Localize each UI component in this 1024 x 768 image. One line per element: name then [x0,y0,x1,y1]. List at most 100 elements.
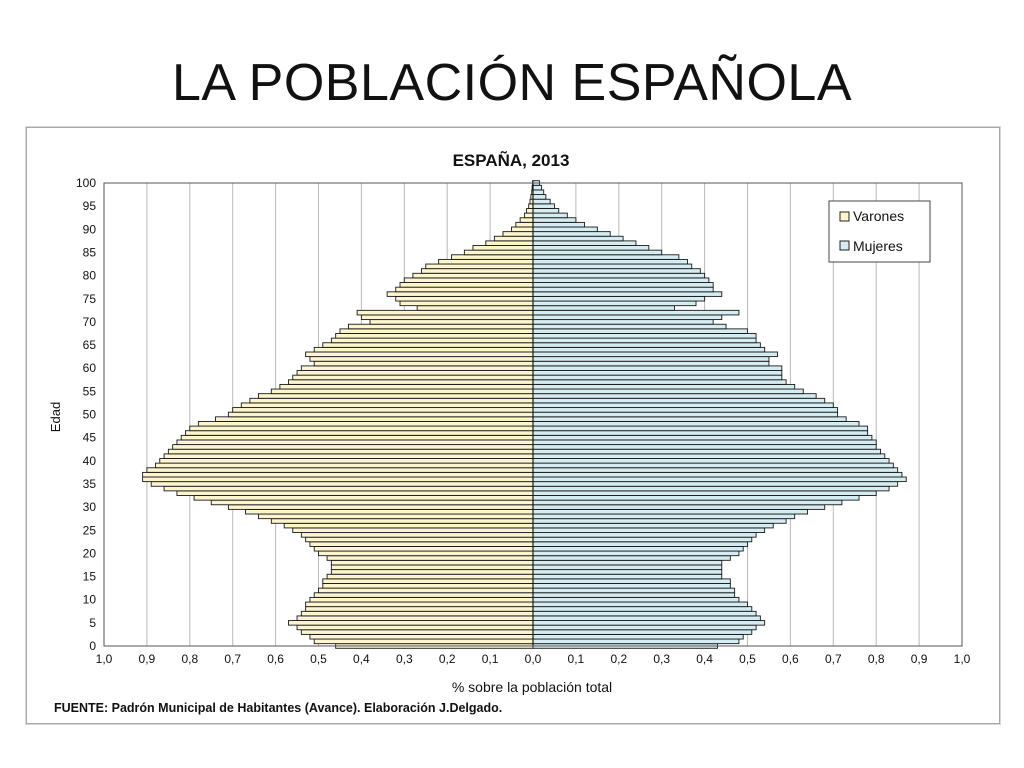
x-axis-label: % sobre la población total [452,679,612,695]
bar-varones [313,638,534,645]
y-tick-label: 65 [83,338,97,352]
y-tick-label: 15 [83,570,97,584]
bar-mujeres [532,254,680,260]
x-tick-label: 0,4 [353,652,370,666]
bar-varones [330,569,534,575]
bar-varones [176,490,534,496]
bar-mujeres [532,309,740,316]
x-tick-label: 0,8 [868,652,885,666]
bar-mujeres [532,476,907,483]
bar-mujeres [532,536,753,543]
bar-mujeres [532,453,886,459]
bar-varones [249,397,534,404]
bar-mujeres [532,573,723,580]
bar-varones [288,620,534,626]
bar-varones [189,425,534,432]
bar-varones [155,462,534,469]
bar-varones [283,522,534,529]
bar-mujeres [532,411,839,418]
bar-mujeres [532,421,860,427]
x-tick-label: 0,9 [139,652,156,666]
bar-varones [335,333,534,339]
x-tick-label: 0,2 [439,652,456,666]
bar-varones [425,263,534,270]
x-tick-label: 0,0 [525,652,542,666]
bar-varones [142,471,534,478]
bar-varones [185,430,534,436]
bar-mujeres [532,305,676,311]
bar-varones [523,212,534,219]
y-tick-label: 45 [83,431,97,445]
population-pyramid-chart: ESPAÑA, 2013 1,0 0,9 0,8 0,7 0,6 0,5 0,4 0,3 0,2… [48,150,971,715]
bar-mujeres [532,212,568,219]
bar-mujeres [532,462,894,469]
y-tick-label: 75 [83,292,97,306]
bar-varones [330,337,534,344]
bar-varones [270,388,534,395]
bar-mujeres [532,268,701,274]
bar-varones [519,217,534,223]
bar-mujeres [532,633,744,640]
x-tick-label: 1,0 [96,652,113,666]
bar-varones [493,235,534,242]
bar-mujeres [532,226,598,233]
y-tick-label: 25 [83,523,97,537]
bar-varones [386,291,534,297]
bar-varones [438,258,534,265]
bar-varones [318,550,534,557]
y-tick-label: 100 [76,176,96,190]
bar-varones [339,328,534,334]
bar-mujeres [532,485,890,492]
y-tick-label: 5 [89,616,96,630]
x-tick-label: 0,3 [653,652,670,666]
bar-mujeres [532,393,817,399]
bar-mujeres [532,629,753,635]
bar-mujeres [532,323,727,330]
bar-mujeres [532,333,757,339]
chart-title: ESPAÑA, 2013 [453,150,570,170]
bar-varones [313,346,534,353]
x-tick-label: 0,6 [782,652,799,666]
bar-mujeres [532,346,766,353]
bar-varones [309,356,534,362]
bar-mujeres [532,495,860,501]
bar-varones [356,309,534,316]
x-tick-label: 0,7 [224,652,241,666]
bar-mujeres [532,374,783,381]
bar-varones [313,546,534,552]
bar-varones [176,439,534,446]
bar-varones [313,360,534,367]
bar-varones [240,402,534,408]
bar-mujeres [532,208,560,214]
bar-mujeres [532,467,899,473]
bar-varones [300,629,534,635]
x-tick-label: 0,2 [610,652,627,666]
bar-mujeres [532,606,753,612]
bar-varones [150,481,534,487]
bar-mujeres [532,439,877,446]
legend-box [828,200,931,263]
bar-mujeres [532,221,585,228]
bar-varones [227,411,534,418]
bar-mujeres [532,203,555,209]
bar-varones [326,555,534,561]
bar-varones [416,305,534,311]
bar-varones [403,277,534,283]
bar-mujeres [532,508,809,515]
x-tick-label: 0,3 [396,652,413,666]
bar-mujeres [532,342,761,348]
bar-varones [318,587,534,594]
bar-varones [257,513,534,520]
bar-varones [515,221,534,228]
bar-mujeres [532,527,766,533]
bar-mujeres [532,499,843,506]
bar-mujeres [532,337,757,344]
y-tick-label: 30 [83,500,97,514]
bar-mujeres [532,319,714,325]
bar-mujeres [532,231,611,237]
bar-varones [180,434,534,441]
bar-mujeres [532,416,847,422]
bar-mujeres [532,296,706,302]
bar-varones [322,583,534,589]
bar-mujeres [532,596,740,603]
